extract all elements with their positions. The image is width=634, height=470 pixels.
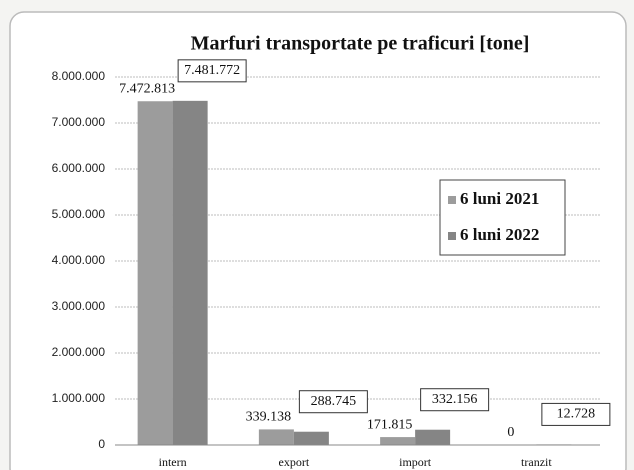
- data-label: 7.481.772: [184, 63, 240, 78]
- y-tick-label: 8.000.000: [52, 69, 106, 83]
- x-tick-label: import: [399, 455, 432, 469]
- x-tick-label: intern: [159, 455, 187, 469]
- bar: [415, 429, 451, 445]
- legend-label: 6 luni 2021: [460, 189, 539, 208]
- bar: [172, 100, 208, 445]
- bar: [380, 437, 416, 445]
- data-label: 12.728: [557, 407, 596, 422]
- data-label-box: [541, 402, 611, 426]
- x-tick-label: export: [279, 455, 310, 469]
- x-tick-label: tranzit: [521, 455, 552, 469]
- y-tick-label: 7.000.000: [52, 115, 106, 129]
- data-label: 288.745: [311, 394, 357, 409]
- legend-swatch: [448, 196, 456, 204]
- data-label: 7.472.813: [119, 81, 175, 96]
- legend-box: [439, 179, 566, 256]
- bar: [137, 101, 173, 445]
- y-tick-label: 0: [98, 437, 105, 451]
- data-label-box: [298, 390, 368, 414]
- bar: [293, 431, 329, 445]
- data-label: 332.156: [432, 392, 478, 407]
- y-tick-label: 4.000.000: [52, 253, 106, 267]
- chart-title: Marfuri transportate pe traficuri [tone]: [191, 33, 530, 55]
- y-tick-label: 5.000.000: [52, 207, 106, 221]
- data-label: 339.138: [246, 410, 292, 425]
- data-label: 171.815: [367, 417, 413, 432]
- y-tick-label: 2.000.000: [52, 345, 106, 359]
- legend-swatch: [448, 232, 456, 240]
- data-label-box: [177, 59, 247, 83]
- y-tick-label: 3.000.000: [52, 299, 106, 313]
- y-tick-label: 6.000.000: [52, 161, 106, 175]
- data-label: 0: [507, 425, 514, 440]
- bar: [258, 429, 294, 445]
- data-label-box: [420, 388, 490, 412]
- legend-label: 6 luni 2022: [460, 225, 539, 244]
- y-tick-label: 1.000.000: [52, 391, 106, 405]
